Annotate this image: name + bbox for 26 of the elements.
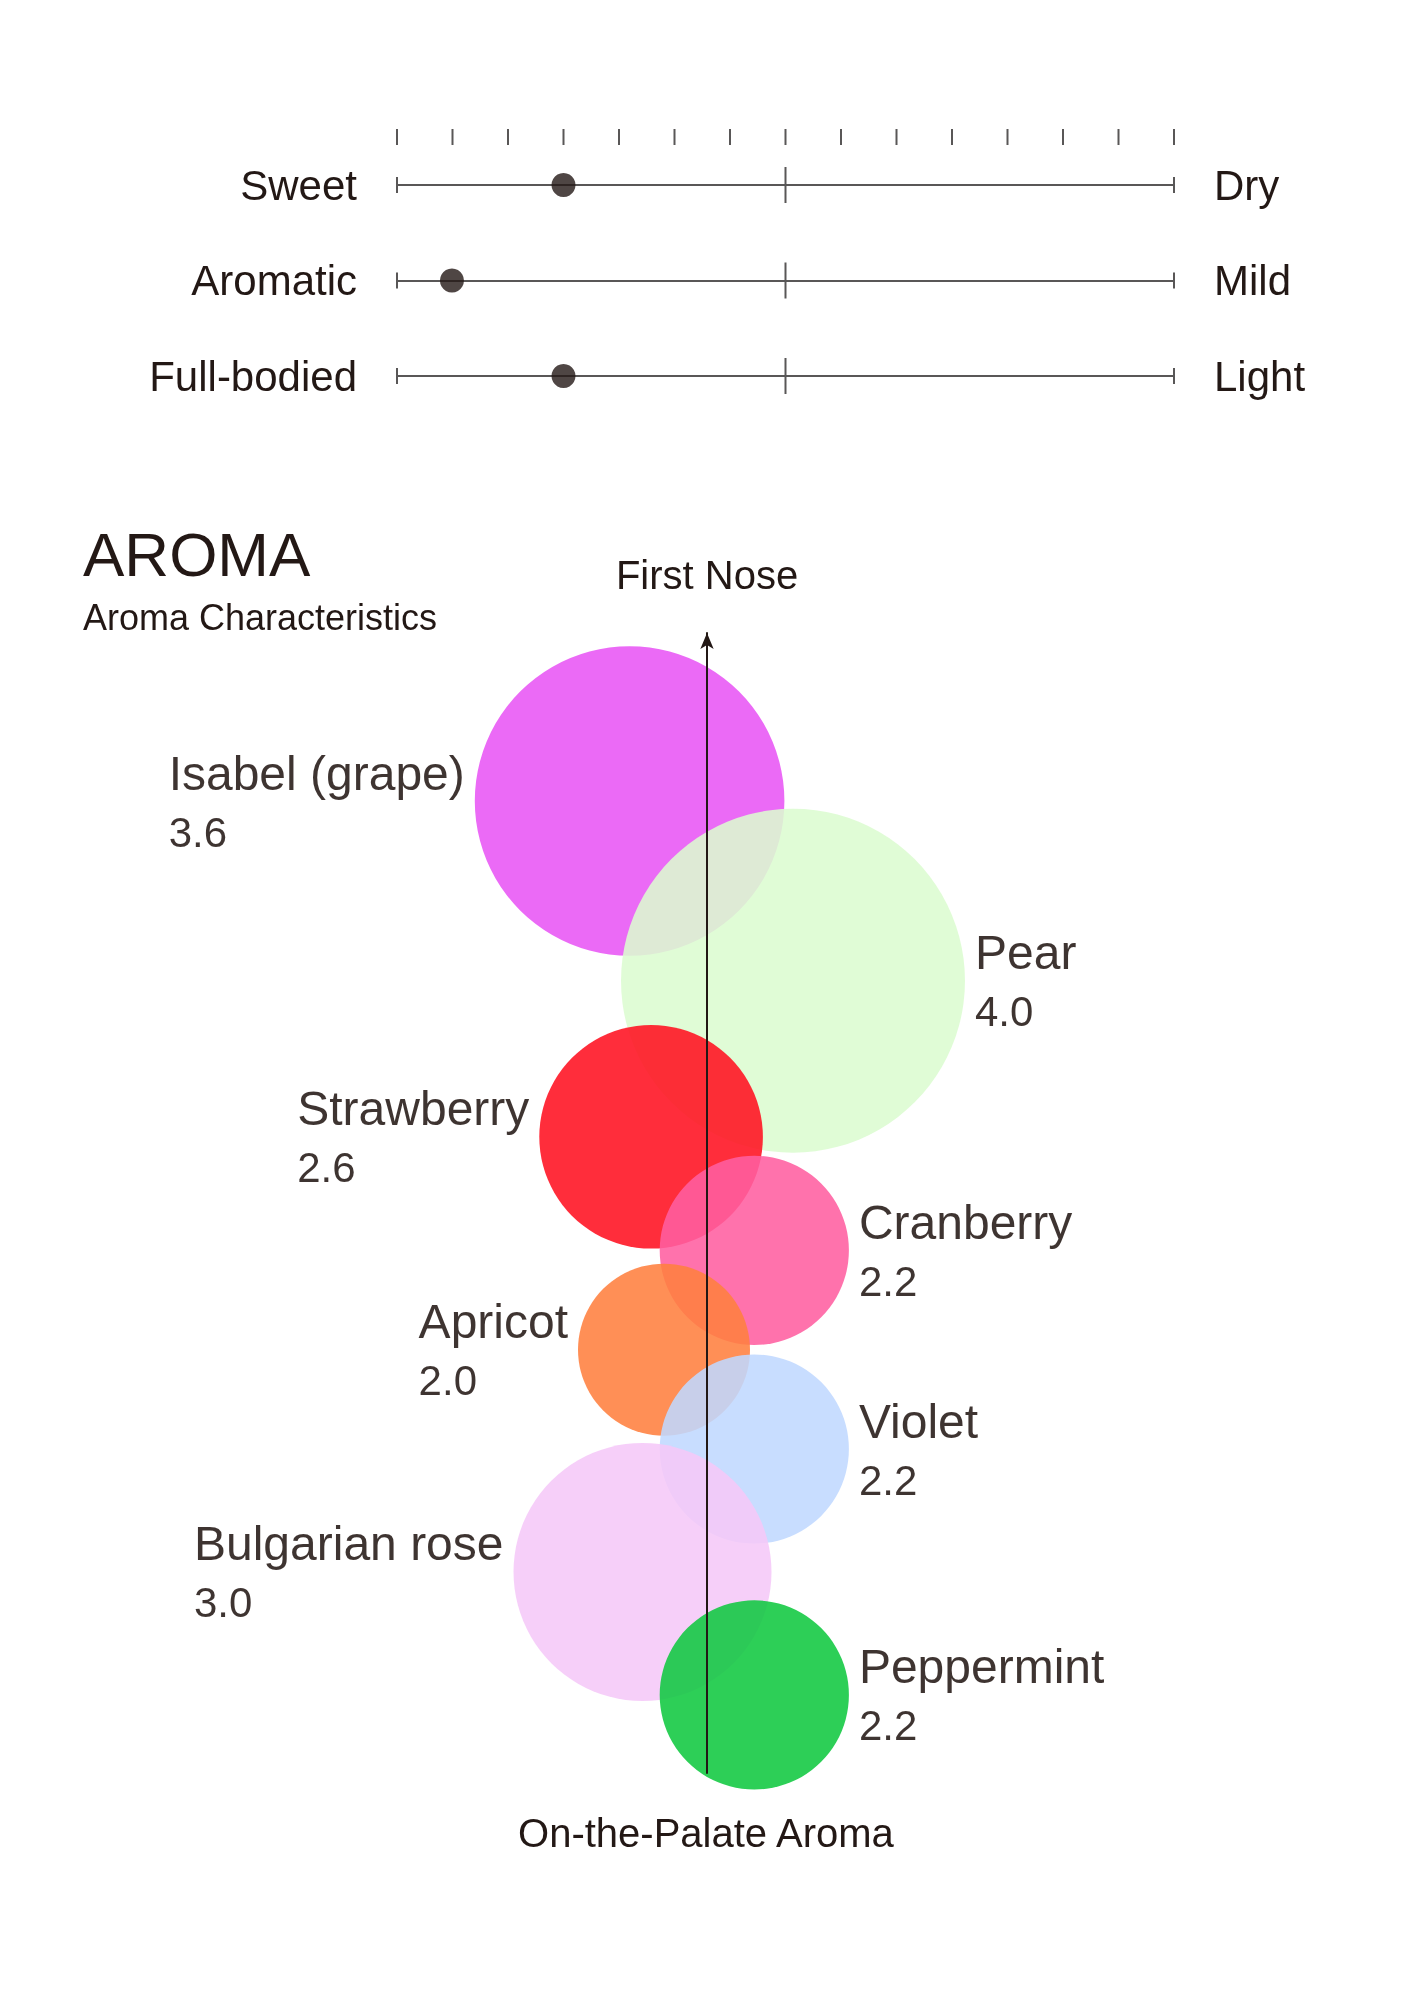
data-label: 2.2	[858, 1257, 918, 1305]
y2-tick-label: Light	[1214, 352, 1306, 400]
category-label: Strawberry	[297, 1082, 530, 1136]
y2-tick-label: Mild	[1214, 257, 1292, 304]
text: AROMA	[83, 519, 311, 589]
category-label: Isabel (grape)	[168, 746, 465, 800]
data-label: 3.6	[168, 808, 228, 856]
y-tick-label: Aromatic	[191, 257, 357, 304]
category-label: Pear	[975, 926, 1077, 980]
text: First Nose	[615, 553, 799, 597]
text: Aroma Characteristics	[83, 596, 438, 638]
data-label: 2.2	[858, 1456, 918, 1504]
category-label: Apricot	[418, 1295, 568, 1349]
data-label: 2.0	[418, 1357, 477, 1405]
y2-tick-label: Dry	[1214, 161, 1280, 209]
data-label: 3.0	[193, 1579, 253, 1627]
category-label: Cranberry	[858, 1195, 1073, 1249]
category-label: Violet	[858, 1394, 979, 1448]
y-tick-label: Full-bodied	[149, 352, 357, 400]
data-label: 2.2	[858, 1702, 918, 1750]
text: On-the-Palate Aroma	[518, 1811, 895, 1855]
category-label: Bulgarian rose	[193, 1517, 504, 1571]
data-label: 2.6	[297, 1144, 356, 1192]
data-label: 4.0	[975, 988, 1034, 1036]
y-tick-label: Sweet	[240, 161, 358, 209]
category-label: Peppermint	[858, 1640, 1105, 1694]
